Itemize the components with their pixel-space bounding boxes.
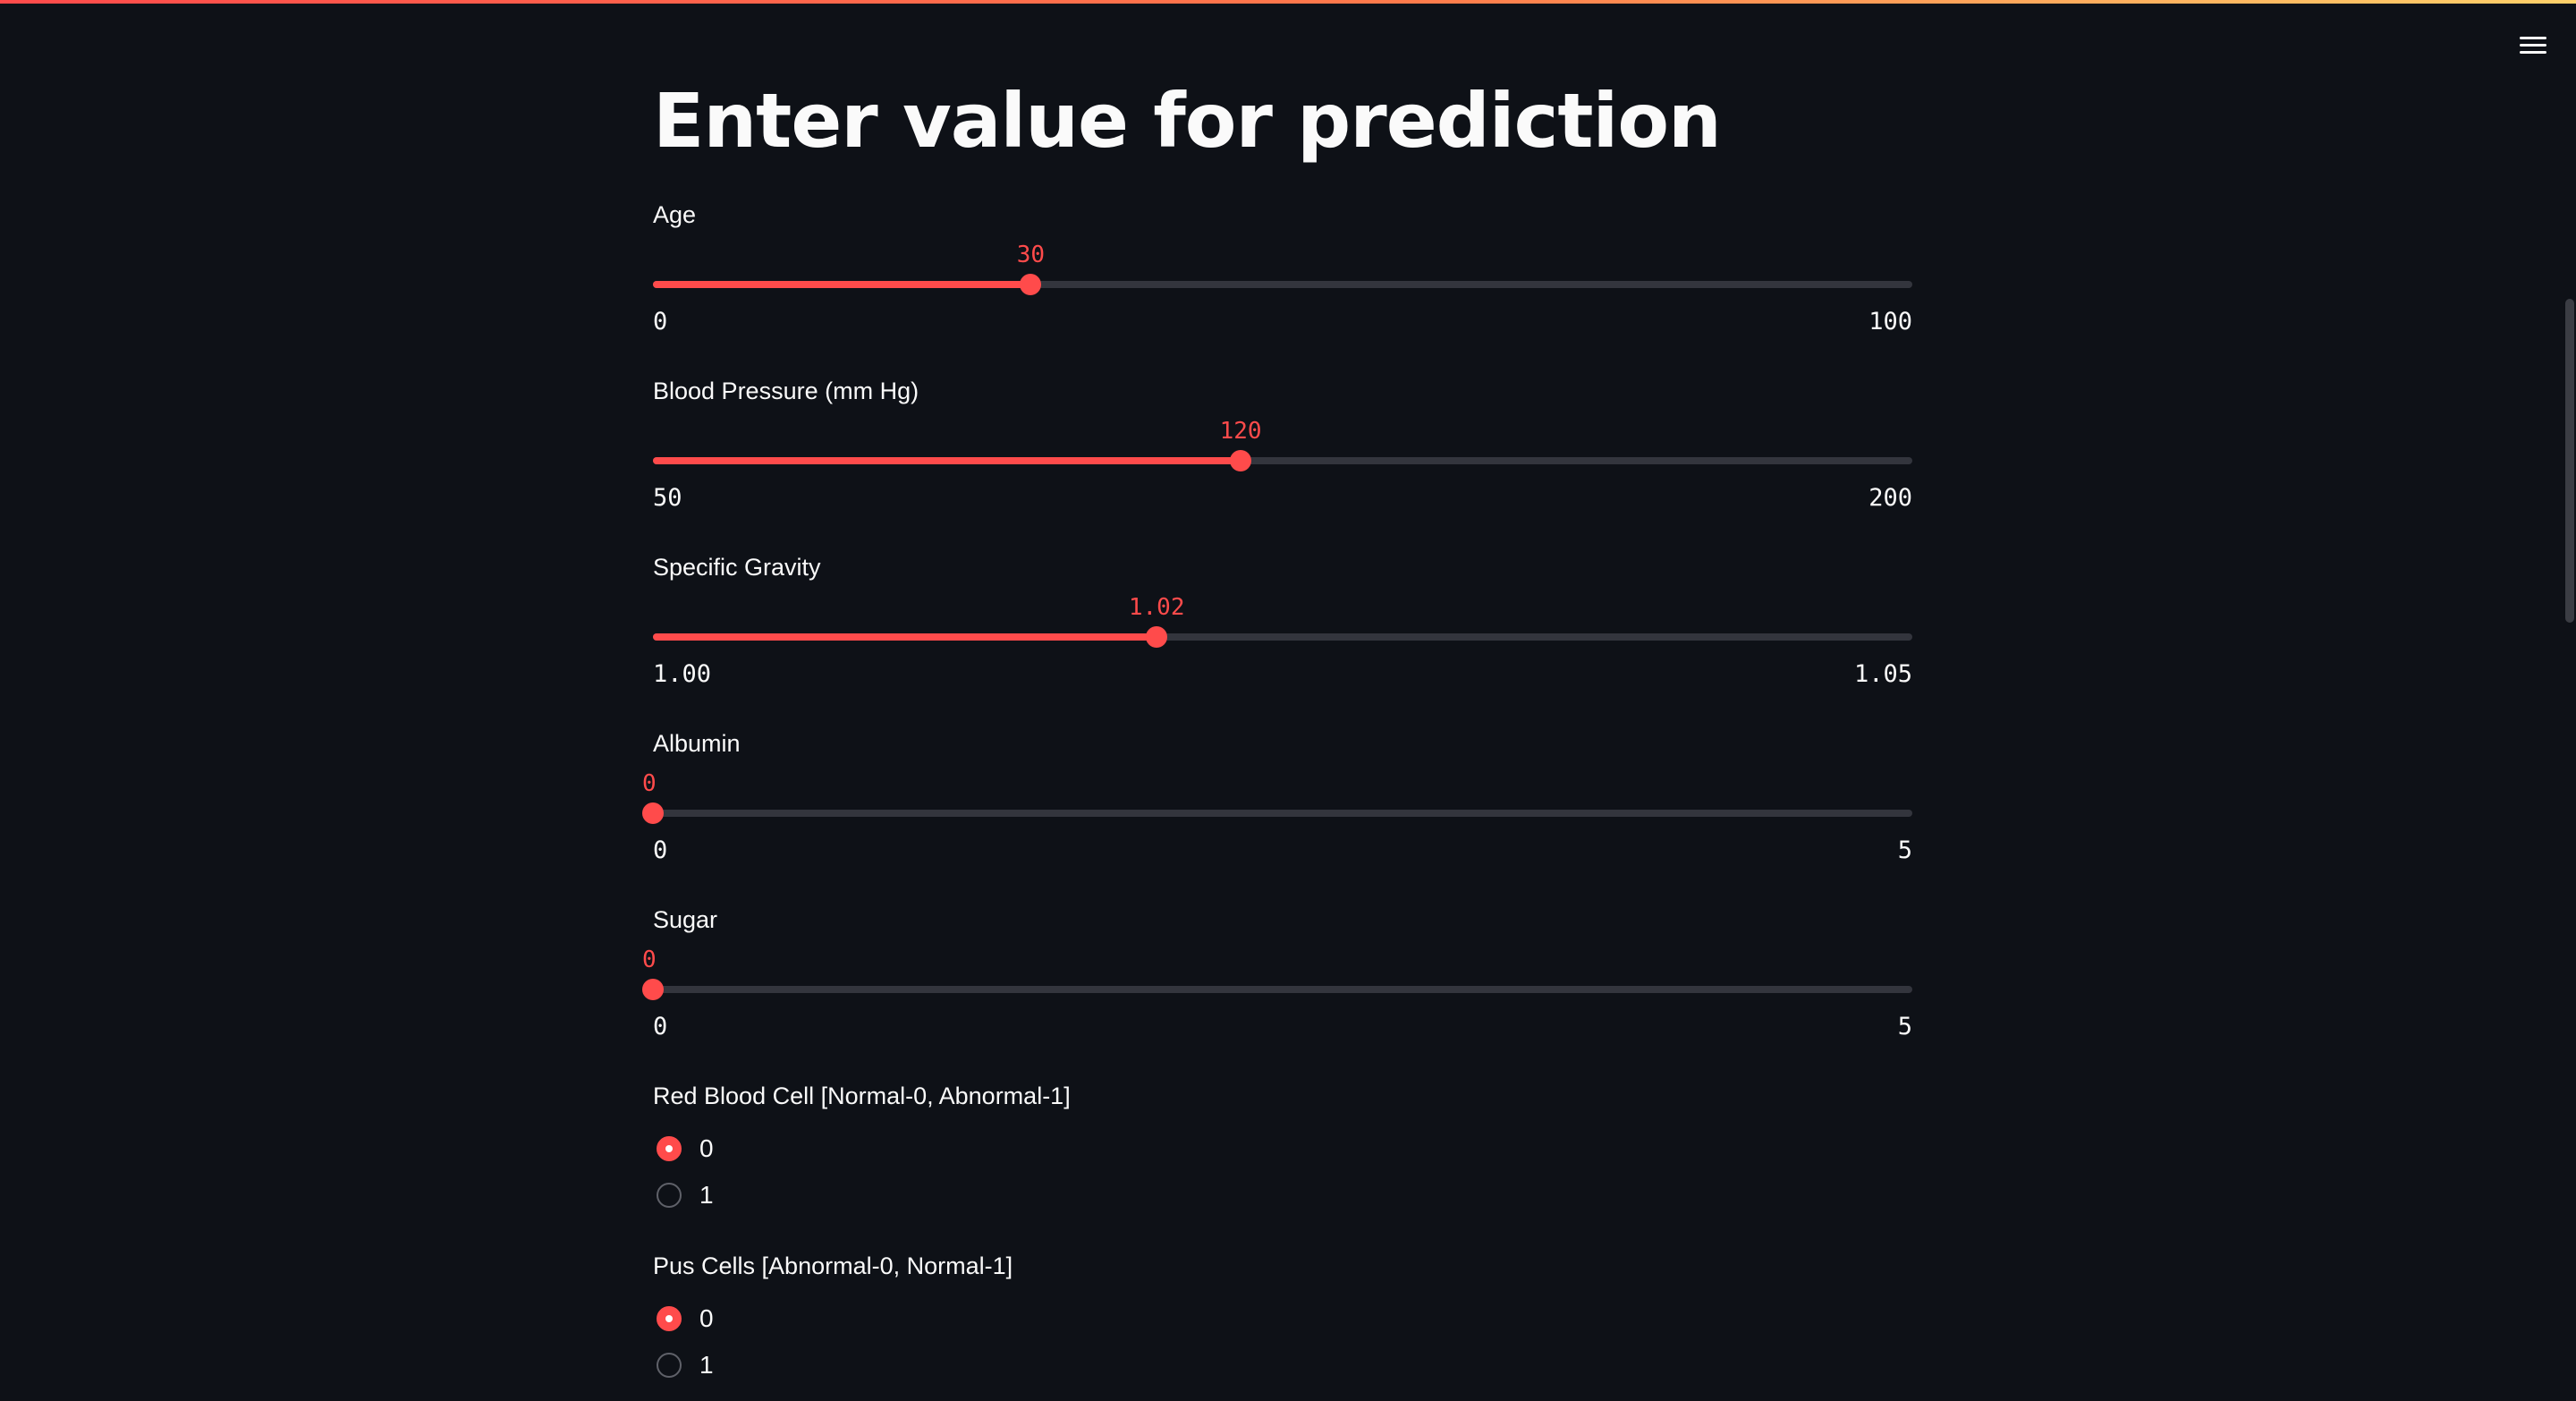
slider-min-label: 0 (653, 308, 668, 335)
slider-max-label: 1.05 (1853, 660, 1912, 688)
radio-button[interactable] (657, 1136, 682, 1161)
slider-thumb[interactable] (1020, 274, 1042, 295)
slider-thumb[interactable] (1230, 450, 1252, 471)
hamburger-menu-icon-line (2520, 50, 2546, 54)
slider-min-label: 0 (653, 836, 668, 864)
pus-cells-radio-group: 0 1 (653, 1295, 1912, 1388)
sugar-label: Sugar (653, 906, 718, 933)
slider-max-label: 100 (1868, 308, 1912, 335)
pus-cells-label: Pus Cells [Abnormal-0, Normal-1] (653, 1252, 1013, 1279)
red-blood-cell-label: Red Blood Cell [Normal-0, Abnormal-1] (653, 1083, 1071, 1109)
radio-option-label: 1 (699, 1181, 714, 1209)
slider-current-value: 1.02 (1128, 594, 1185, 621)
slider-min-label: 0 (653, 1013, 668, 1040)
age-slider[interactable]: 30 0 100 (653, 238, 1912, 363)
slider-current-value: 120 (1219, 418, 1262, 445)
blood-pressure-slider[interactable]: 120 50 200 (653, 414, 1912, 539)
slider-fill (653, 633, 1157, 641)
pus-cells-option-0[interactable]: 0 (653, 1295, 1912, 1342)
slider-current-value: 0 (642, 770, 657, 797)
slider-current-value: 0 (642, 947, 657, 973)
slider-current-value: 30 (1016, 242, 1046, 268)
slider-track[interactable] (653, 810, 1912, 817)
radio-button[interactable] (657, 1353, 682, 1378)
slider-max-label: 200 (1868, 484, 1912, 512)
page-scrollbar[interactable] (2565, 299, 2574, 623)
slider-thumb[interactable] (1146, 626, 1168, 648)
slider-max-label: 5 (1897, 1013, 1912, 1040)
red-blood-cell-option-1[interactable]: 1 (653, 1172, 1912, 1218)
sugar-slider[interactable]: 0 0 5 (642, 943, 1912, 1068)
slider-max-label: 5 (1897, 836, 1912, 864)
slider-thumb[interactable] (642, 802, 664, 824)
albumin-slider[interactable]: 0 0 5 (642, 767, 1912, 892)
header-decoration-bar (0, 0, 2576, 4)
slider-fill (653, 281, 1031, 288)
radio-option-label: 0 (699, 1304, 714, 1332)
radio-option-label: 1 (699, 1351, 714, 1379)
slider-thumb[interactable] (642, 979, 664, 1000)
age-label: Age (653, 201, 697, 228)
radio-option-label: 0 (699, 1134, 714, 1162)
radio-button[interactable] (657, 1183, 682, 1208)
specific-gravity-label: Specific Gravity (653, 554, 821, 581)
slider-track[interactable] (653, 633, 1912, 641)
red-blood-cell-option-0[interactable]: 0 (653, 1125, 1912, 1172)
radio-button[interactable] (657, 1306, 682, 1331)
red-blood-cell-radio-group: 0 1 (653, 1125, 1912, 1218)
page-title: Enter value for prediction (653, 77, 1722, 165)
slider-min-label: 1.00 (653, 660, 712, 688)
albumin-label: Albumin (653, 730, 741, 757)
slider-track[interactable] (653, 457, 1912, 464)
slider-track[interactable] (653, 281, 1912, 288)
specific-gravity-slider[interactable]: 1.02 1.00 1.05 (653, 590, 1912, 716)
main-menu-button[interactable] (2510, 27, 2556, 63)
blood-pressure-label: Blood Pressure (mm Hg) (653, 378, 919, 404)
slider-fill (653, 457, 1241, 464)
slider-min-label: 50 (653, 484, 682, 512)
pus-cells-option-1[interactable]: 1 (653, 1342, 1912, 1388)
hamburger-menu-icon-line (2520, 43, 2546, 47)
hamburger-menu-icon (2520, 36, 2546, 39)
slider-track[interactable] (653, 986, 1912, 993)
